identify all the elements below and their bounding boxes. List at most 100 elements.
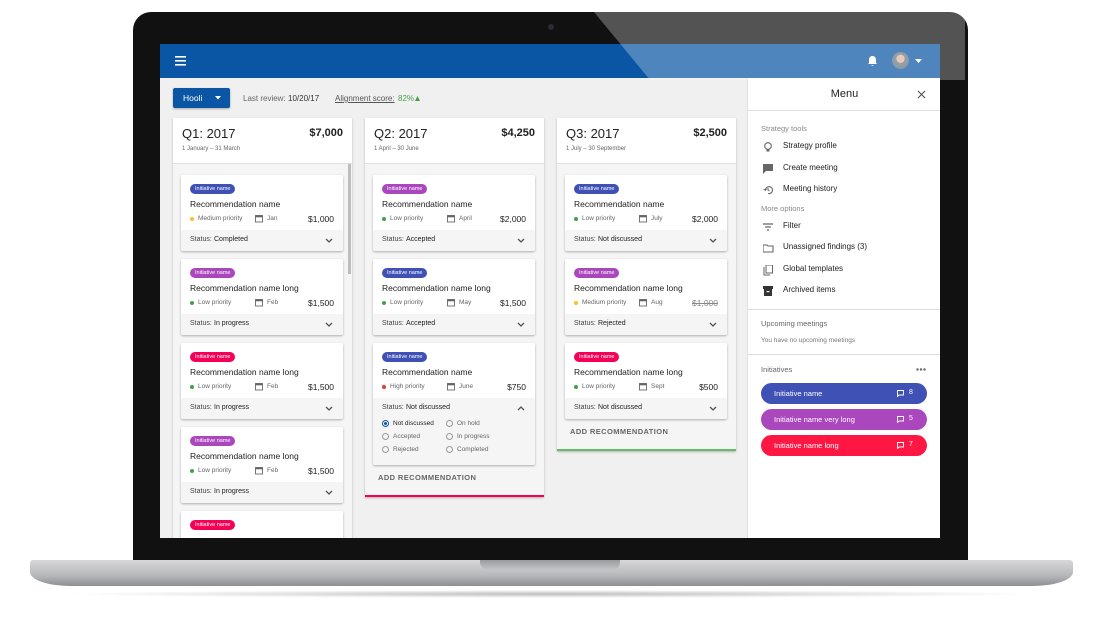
status-chevron-glyph: [517, 406, 525, 411]
recommendation-card[interactable]: Initiative name Recommendation name long L…: [181, 427, 343, 503]
recommendation-name: Recommendation name long: [190, 367, 299, 377]
recommendation-card[interactable]: Initiative name Recommendation name long L…: [373, 259, 535, 335]
column-total: $4,250: [501, 127, 535, 139]
initiative-pill[interactable]: Initiative name long 7: [761, 435, 927, 456]
priority: Low priority: [198, 467, 232, 474]
priority: Low priority: [390, 299, 424, 306]
recommendation-card[interactable]: Initiative name Recommendation name Low pr…: [565, 175, 727, 251]
status-label: Status:: [190, 320, 212, 327]
column: Q2: 2017 $4,250 1 April – 30 June Initiativ…: [365, 118, 544, 497]
calendar-icon-glyph: [447, 383, 455, 391]
status-bar[interactable]: Status: Rejected: [565, 314, 727, 335]
recommendation-card[interactable]: Initiative name Recommendation name long L…: [181, 343, 343, 419]
comment-icon: [897, 416, 904, 423]
menu-icon-glyph: [763, 222, 773, 231]
status-radio[interactable]: [446, 433, 453, 440]
last-review: 10/20/17: [288, 94, 320, 103]
initiative-pill[interactable]: Initiative name very long 5: [761, 409, 927, 430]
priority: Low priority: [198, 383, 232, 390]
menu-item[interactable]: Unassigned findings (3): [783, 242, 868, 251]
priority-dot: [574, 385, 578, 389]
add-recommendation[interactable]: ADD RECOMMENDATION: [570, 427, 669, 436]
status-bar[interactable]: Status: In progress: [181, 314, 343, 335]
calendar-icon: [447, 214, 455, 223]
recommendation-card[interactable]: Initiative name Recommendation name long L…: [181, 259, 343, 335]
priority: Low priority: [582, 215, 616, 222]
status-option: Rejected: [393, 446, 419, 453]
status-option: In progress: [457, 433, 490, 440]
status-bar[interactable]: Status: In progress: [181, 482, 343, 503]
status-chevron: [709, 406, 717, 411]
status-bar[interactable]: Status: Not discussed: [565, 398, 727, 419]
menu-item[interactable]: Filter: [783, 220, 801, 230]
initiative-chip: Initiative name: [382, 352, 428, 362]
initiative-chip: Initiative name: [382, 268, 428, 278]
status-option: Not discussed: [393, 420, 434, 427]
menu-item[interactable]: Create meeting: [783, 162, 838, 172]
status-bar[interactable]: Status: Not discussed Not discussed On hold…: [373, 398, 535, 465]
amount: $1,500: [308, 382, 334, 392]
menu-item[interactable]: Meeting history: [783, 184, 838, 193]
account-dropdown[interactable]: [915, 59, 922, 64]
status-radio[interactable]: [382, 433, 389, 440]
amount: $750: [507, 382, 526, 392]
initiative-pill[interactable]: Initiative name 8: [761, 383, 927, 404]
status-chevron: [709, 322, 717, 327]
menu-item[interactable]: Global templates: [783, 263, 844, 273]
trend-up: [415, 96, 420, 101]
status-label: Status:: [382, 320, 404, 327]
recommendation-card[interactable]: Initiative name Recommendation name long M…: [565, 259, 727, 335]
notifications[interactable]: [867, 55, 878, 67]
recommendation-name: Recommendation name long: [190, 451, 299, 461]
comment-icon: [897, 390, 904, 397]
project-dropdown[interactable]: Hooli: [173, 88, 230, 108]
status-chevron-glyph: [325, 490, 333, 495]
column-title: Q3: 2017: [566, 126, 620, 141]
alignment-score-link[interactable]: Alignment score:: [335, 94, 395, 103]
screen: Menu Strategy tools Strategy profile Create…: [160, 44, 940, 538]
priority: Low priority: [390, 215, 424, 222]
recommendation-card[interactable]: Initiative name Recommendation name High p…: [373, 343, 535, 465]
recommendation-card[interactable]: Initiative name Recommendation name long L…: [565, 343, 727, 419]
trend-up-glyph: [415, 96, 420, 101]
status-bar[interactable]: Status: Completed: [181, 230, 343, 251]
initiative-chip: Initiative name: [190, 520, 236, 530]
priority-dot: [190, 385, 194, 389]
status-radio[interactable]: [446, 446, 453, 453]
status-bar[interactable]: Status: Not discussed: [565, 230, 727, 251]
menu-icon: [763, 163, 774, 175]
add-recommendation[interactable]: ADD RECOMMENDATION: [378, 473, 477, 482]
calendar-icon: [255, 466, 263, 475]
comment-icon: [897, 442, 904, 449]
avatar[interactable]: [892, 52, 909, 69]
menu-item[interactable]: Archived items: [783, 285, 836, 294]
month: July: [651, 215, 663, 222]
column: Q3: 2017 $2,500 1 July – 30 September Initi…: [557, 118, 736, 451]
amount: $2,000: [692, 214, 718, 224]
calendar-icon: [639, 298, 647, 307]
meetings-empty: You have no upcoming meetings: [761, 337, 856, 344]
menu-button[interactable]: [175, 56, 187, 66]
month: Feb: [267, 383, 279, 390]
recommendation-card[interactable]: Initiative name: [181, 511, 343, 538]
menu-icon-glyph: [763, 244, 774, 253]
menu-item[interactable]: Strategy profile: [783, 141, 837, 150]
recommendation-card[interactable]: Initiative name Recommendation name Low pr…: [373, 175, 535, 251]
month: Aug: [651, 299, 663, 306]
status-bar[interactable]: Status: Accepted: [373, 230, 535, 251]
status-radio[interactable]: [446, 420, 453, 427]
status-chevron: [325, 322, 333, 327]
initiative-chip: Initiative name: [574, 268, 620, 278]
recommendation-name: Recommendation name: [382, 367, 473, 377]
status-chevron: [517, 238, 525, 243]
recommendation-name: Recommendation name long: [574, 367, 683, 377]
meetings-heading: Upcoming meetings: [761, 319, 828, 328]
recommendation-card[interactable]: Initiative name Recommendation name Medium…: [181, 175, 343, 251]
status-radio[interactable]: [382, 446, 389, 453]
status-bar[interactable]: Status: Accepted: [373, 314, 535, 335]
status-bar[interactable]: Status: In progress: [181, 398, 343, 419]
priority-dot: [382, 385, 386, 389]
column-header: Q3: 2017 $2,500 1 July – 30 September: [557, 118, 736, 164]
status-chevron-glyph: [325, 406, 333, 411]
status-radio[interactable]: [382, 420, 389, 427]
